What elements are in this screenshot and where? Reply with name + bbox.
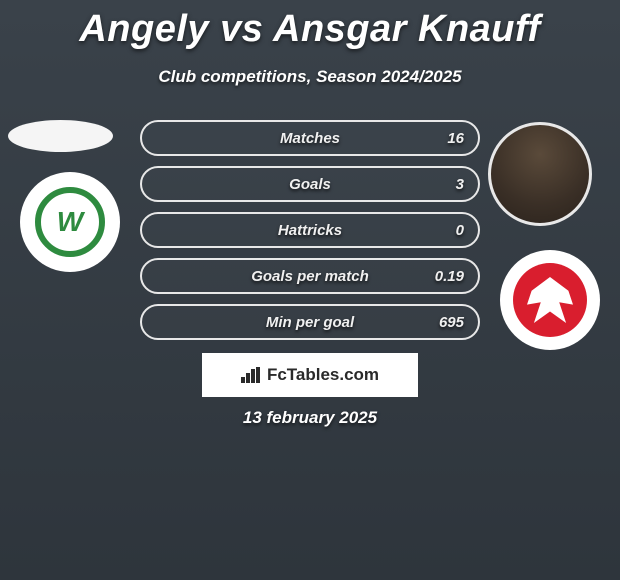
club-left-initial: W — [57, 206, 83, 238]
page-title: Angely vs Ansgar Knauff — [0, 0, 620, 51]
stat-value-right: 0.19 — [435, 268, 464, 285]
stats-table: Matches 16 Goals 3 Hattricks 0 Goals per… — [140, 120, 480, 350]
player-left-avatar — [8, 120, 113, 152]
stat-label: Min per goal — [266, 314, 354, 331]
wolfsburg-logo: W — [35, 187, 105, 257]
stat-row: Matches 16 — [140, 120, 480, 156]
stat-row: Hattricks 0 — [140, 212, 480, 248]
stat-value-right: 3 — [456, 176, 464, 193]
stat-label: Hattricks — [278, 222, 342, 239]
stat-label: Goals — [289, 176, 331, 193]
stat-value-right: 0 — [456, 222, 464, 239]
eagle-icon — [527, 277, 573, 323]
club-left-badge: W — [20, 172, 120, 272]
eintracht-logo — [513, 263, 587, 337]
stat-label: Goals per match — [251, 268, 369, 285]
stat-label: Matches — [280, 130, 340, 147]
player-right-avatar — [488, 122, 592, 226]
brand-text: FcTables.com — [267, 365, 379, 385]
stat-value-right: 16 — [447, 130, 464, 147]
subtitle: Club competitions, Season 2024/2025 — [0, 67, 620, 87]
brand-badge: FcTables.com — [202, 353, 418, 397]
stat-row: Goals per match 0.19 — [140, 258, 480, 294]
bar-chart-icon — [241, 367, 261, 383]
date-text: 13 february 2025 — [0, 408, 620, 428]
stat-row: Goals 3 — [140, 166, 480, 202]
stat-value-right: 695 — [439, 314, 464, 331]
stat-row: Min per goal 695 — [140, 304, 480, 340]
club-right-badge — [500, 250, 600, 350]
